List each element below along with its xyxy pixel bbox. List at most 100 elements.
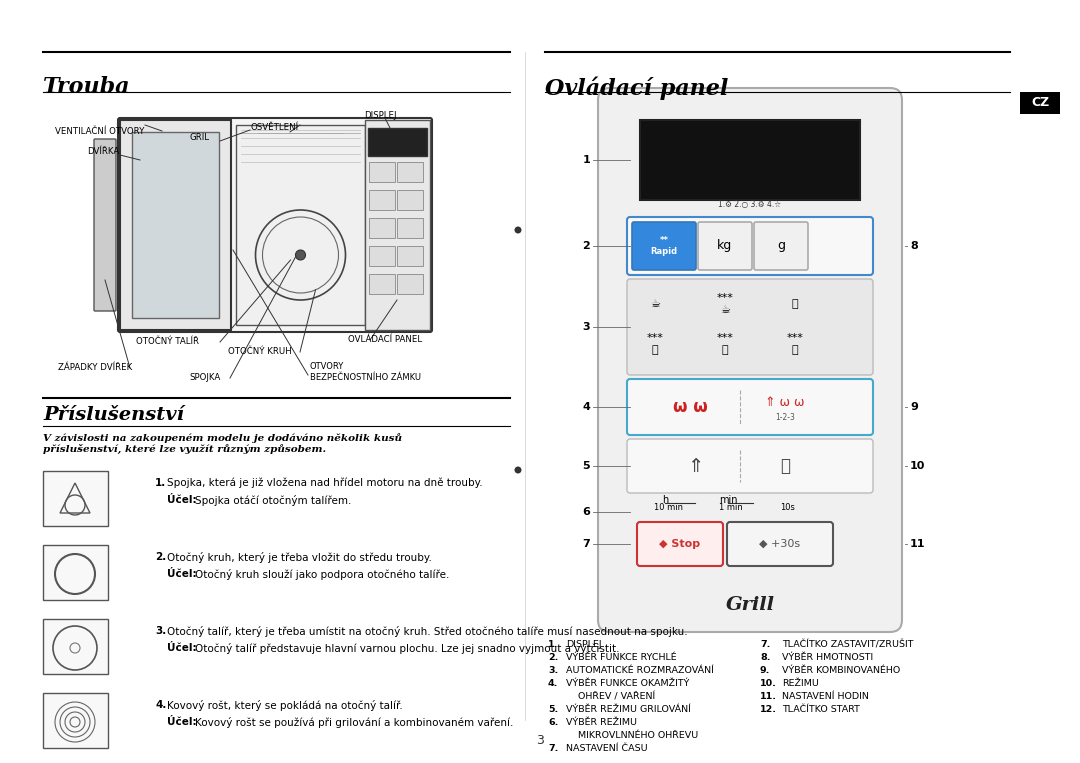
Text: 2.: 2. xyxy=(548,653,558,662)
Circle shape xyxy=(514,466,522,474)
Text: 6.: 6. xyxy=(548,718,558,727)
Text: ω ω: ω ω xyxy=(673,398,707,416)
Text: 🕐: 🕐 xyxy=(780,457,789,475)
Text: 7.: 7. xyxy=(548,744,558,753)
Text: 4.: 4. xyxy=(548,679,558,688)
Text: g: g xyxy=(777,240,785,253)
Text: 2.: 2. xyxy=(156,552,166,562)
Text: CZ: CZ xyxy=(1031,96,1049,110)
Text: h: h xyxy=(662,495,669,505)
Text: 4.: 4. xyxy=(156,700,166,710)
Text: Účel:: Účel: xyxy=(167,495,197,505)
Bar xyxy=(237,125,365,325)
Text: DISPLEJ: DISPLEJ xyxy=(364,111,396,120)
Bar xyxy=(369,274,395,294)
Text: Trouba: Trouba xyxy=(43,76,131,98)
Text: TLAČÍTKO START: TLAČÍTKO START xyxy=(782,705,860,714)
Text: AUTOMATICKÉ ROZMRAZOVÁNÍ: AUTOMATICKÉ ROZMRAZOVÁNÍ xyxy=(566,666,714,675)
FancyBboxPatch shape xyxy=(627,439,873,493)
Text: 10: 10 xyxy=(910,461,926,471)
Text: Příslušenství: Příslušenství xyxy=(43,406,184,424)
Bar xyxy=(397,218,423,238)
Text: 11: 11 xyxy=(910,539,926,549)
Text: OTOČNÝ TALÍŘ: OTOČNÝ TALÍŘ xyxy=(136,337,200,346)
Bar xyxy=(132,132,219,318)
Text: ◆ Stop: ◆ Stop xyxy=(660,539,701,549)
FancyBboxPatch shape xyxy=(118,118,432,332)
FancyBboxPatch shape xyxy=(598,88,902,632)
Bar xyxy=(365,120,430,330)
Text: Účel:: Účel: xyxy=(167,569,197,579)
Text: 1-2-3: 1-2-3 xyxy=(775,413,795,421)
Text: ***
☕: *** ☕ xyxy=(716,293,733,315)
Text: Účel:: Účel: xyxy=(167,717,197,727)
Text: VÝBĚR FUNKCE RYCHLÉ: VÝBĚR FUNKCE RYCHLÉ xyxy=(566,653,677,662)
FancyBboxPatch shape xyxy=(698,222,752,270)
Text: Účel:: Účel: xyxy=(167,643,197,653)
Text: ◆ +30s: ◆ +30s xyxy=(759,539,800,549)
Text: MIKROVLNNÉHO OHŘEVU: MIKROVLNNÉHO OHŘEVU xyxy=(566,731,699,740)
Text: Spojka otáčí otočným talířem.: Spojka otáčí otočným talířem. xyxy=(195,495,351,506)
Text: OVLÁDACÍ PANEL: OVLÁDACÍ PANEL xyxy=(348,336,422,345)
Text: V závislosti na zakoupeném modelu je dodáváno několik kusů
příslušenství, které : V závislosti na zakoupeném modelu je dod… xyxy=(43,433,402,455)
Text: 10s: 10s xyxy=(781,504,796,513)
Bar xyxy=(1020,92,1059,114)
Text: TLAČÍTKO ZASTAVIT/ZRUŠIT: TLAČÍTKO ZASTAVIT/ZRUŠIT xyxy=(782,640,914,649)
Text: 7: 7 xyxy=(582,539,590,549)
Text: 3: 3 xyxy=(582,322,590,332)
Bar xyxy=(369,190,395,210)
Text: Otočný kruh slouží jako podpora otočného talíře.: Otočný kruh slouží jako podpora otočného… xyxy=(195,569,449,580)
Text: **
Rapid: ** Rapid xyxy=(650,237,677,256)
FancyBboxPatch shape xyxy=(627,217,873,275)
Text: OTVORY
BEZPEČNOSTNÍHO ZÁMKU: OTVORY BEZPEČNOSTNÍHO ZÁMKU xyxy=(310,362,421,382)
Text: Otočný talíř představuje hlavní varnou plochu. Lze jej snadno vyjmout a vytčisti: Otočný talíř představuje hlavní varnou p… xyxy=(195,643,620,654)
Text: 8: 8 xyxy=(910,241,918,251)
Text: DVÍŘKA: DVÍŘKA xyxy=(86,147,119,156)
Text: 9.: 9. xyxy=(760,666,770,675)
FancyBboxPatch shape xyxy=(727,522,833,566)
Text: 4: 4 xyxy=(582,402,590,412)
Text: 8.: 8. xyxy=(760,653,770,662)
Text: VÝBĚR FUNKCE OKAMŽITÝ: VÝBĚR FUNKCE OKAMŽITÝ xyxy=(566,679,689,688)
Text: VÝBĚR REŽIMU GRILOVÁNÍ: VÝBĚR REŽIMU GRILOVÁNÍ xyxy=(566,705,691,714)
Text: 🍵: 🍵 xyxy=(792,299,798,309)
Bar xyxy=(397,190,423,210)
Bar xyxy=(397,162,423,182)
Text: 1.: 1. xyxy=(548,640,558,649)
Circle shape xyxy=(296,250,306,260)
Text: Ovládací panel: Ovládací panel xyxy=(545,76,728,99)
Text: 9: 9 xyxy=(910,402,918,412)
Text: REŽIMU: REŽIMU xyxy=(782,679,819,688)
Text: Spojka, která je již vložena nad hřídel motoru na dně trouby.: Spojka, která je již vložena nad hřídel … xyxy=(167,478,483,488)
Text: ☕: ☕ xyxy=(650,299,660,309)
Text: 1 min: 1 min xyxy=(719,504,743,513)
Text: 7.: 7. xyxy=(760,640,770,649)
Text: Otočný talíř, který je třeba umístit na otočný kruh. Střed otočného talíře musí : Otočný talíř, který je třeba umístit na … xyxy=(167,626,688,637)
Text: ***
📦: *** 📦 xyxy=(716,333,733,355)
Bar xyxy=(640,120,860,200)
Text: 1.: 1. xyxy=(156,478,166,488)
Text: OSVĚTLENÍ: OSVĚTLENÍ xyxy=(251,124,299,133)
Bar xyxy=(43,545,108,600)
FancyBboxPatch shape xyxy=(632,222,696,270)
FancyBboxPatch shape xyxy=(94,139,116,311)
Text: 2: 2 xyxy=(582,241,590,251)
Bar xyxy=(43,693,108,748)
Text: VÝBĚR HMOTNOSTI: VÝBĚR HMOTNOSTI xyxy=(782,653,874,662)
Bar xyxy=(397,246,423,266)
Text: 1: 1 xyxy=(582,155,590,165)
Bar xyxy=(368,128,427,156)
Text: 3.: 3. xyxy=(548,666,558,675)
Text: Kovový rošt se používá při grilování a kombinovaném vaření.: Kovový rošt se používá při grilování a k… xyxy=(195,717,513,728)
Text: VÝBĚR REŽIMU: VÝBĚR REŽIMU xyxy=(566,718,637,727)
Text: 11.: 11. xyxy=(760,692,777,701)
Text: ⇑ ω ω: ⇑ ω ω xyxy=(766,395,805,408)
Text: Grill: Grill xyxy=(726,596,774,614)
Bar xyxy=(369,246,395,266)
Text: Kovový rošt, který se pokládá na otočný talíř.: Kovový rošt, který se pokládá na otočný … xyxy=(167,700,403,711)
Text: VENTILAČNÍ OTVORY: VENTILAČNÍ OTVORY xyxy=(55,127,145,136)
Text: 1.⚙ 2.○ 3.⚙ 4.☆: 1.⚙ 2.○ 3.⚙ 4.☆ xyxy=(718,201,782,210)
Text: DISPLEJ: DISPLEJ xyxy=(566,640,602,649)
Text: OHŘEV / VAŘENÍ: OHŘEV / VAŘENÍ xyxy=(566,692,656,701)
Text: 12.: 12. xyxy=(760,705,777,714)
